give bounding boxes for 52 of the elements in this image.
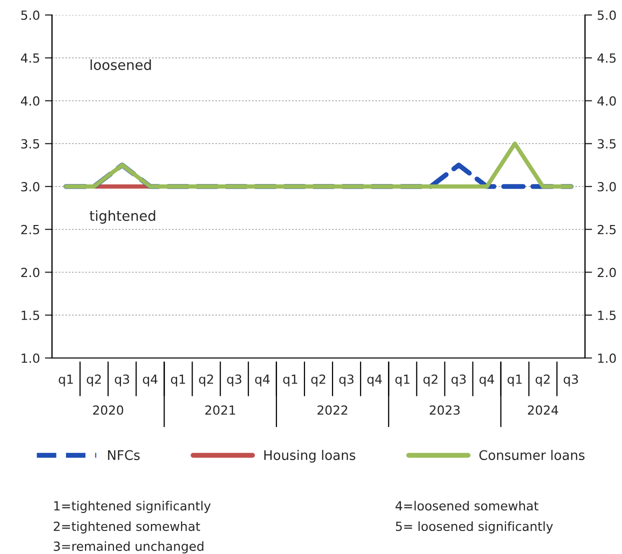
x-tick-label: q1	[170, 374, 186, 386]
y-tick-label: 1.5	[22, 310, 40, 320]
text: 3=remained unchanged	[54, 541, 204, 554]
text: 1=tightened significantly	[54, 500, 211, 513]
y2-tick-label: 5.0	[598, 10, 616, 20]
x-tick-label: q2	[423, 374, 438, 386]
legend-label: Consumer loans	[479, 450, 585, 460]
y2-tick-label: 3.5	[598, 139, 616, 149]
y2-tick-label: 4.5	[597, 54, 616, 63]
annotation: tightened	[90, 210, 156, 224]
y2-tick-label: 1.0	[598, 353, 616, 363]
x-tick-label: q2	[311, 374, 326, 386]
y-tick-label: 4.0	[20, 96, 40, 106]
text: 2023	[430, 405, 460, 415]
x-tick-label: q3	[227, 374, 242, 386]
x-tick-label: q1	[395, 374, 410, 386]
x-tick-label: q3	[452, 374, 466, 386]
text: 2024	[528, 405, 558, 415]
y-tick-label: 5.0	[21, 10, 40, 20]
x-tick-label: q4	[367, 374, 382, 386]
y-tick-label: 3.0	[21, 182, 40, 192]
x-tick-label: q1	[283, 374, 298, 386]
x-tick-label: q2	[536, 374, 550, 386]
legend-label: Housing loans	[264, 450, 356, 463]
x-tick-label: q3	[114, 374, 130, 386]
x-tick-label: q3	[339, 374, 354, 386]
x-tick-label: q1	[58, 374, 73, 386]
y-tick-label: 1.0	[22, 353, 40, 363]
y2-tick-label: 2.5	[598, 224, 616, 234]
annotation: loosened	[90, 59, 151, 70]
legend-label: NFCs	[108, 450, 140, 460]
text: 4=loosened somewhat	[396, 500, 538, 511]
x-tick-label: q2	[86, 374, 101, 386]
y2-tick-label: 1.5	[598, 310, 616, 320]
text: 2022	[318, 405, 348, 415]
text: 5= loosened significantly	[396, 521, 553, 534]
x-tick-label: q4	[255, 374, 270, 386]
y2-tick-label: 3.0	[598, 182, 616, 192]
x-tick-label: q4	[142, 374, 158, 386]
x-tick-label: q1	[508, 374, 522, 386]
y2-tick-label: 4.0	[597, 96, 616, 106]
x-tick-label: q3	[564, 374, 578, 386]
y-tick-label: 2.5	[21, 224, 40, 234]
y-tick-label: 4.5	[20, 54, 40, 63]
text: 2020	[93, 405, 124, 415]
y-tick-label: 2.0	[21, 268, 40, 278]
y2-tick-label: 2.0	[598, 268, 616, 278]
y-tick-label: 3.5	[21, 139, 40, 149]
x-tick-label: q2	[199, 374, 213, 386]
text: 2021	[205, 405, 236, 415]
text: 2=tightened somewhat	[54, 521, 200, 534]
x-tick-label: q4	[480, 374, 494, 386]
